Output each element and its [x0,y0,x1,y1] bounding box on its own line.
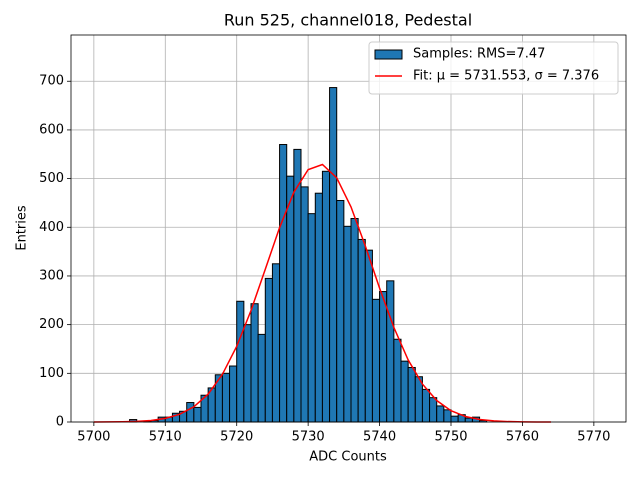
legend-label: Fit: μ = 5731.553, σ = 7.376 [413,69,599,84]
y-tick-label: 100 [39,366,64,381]
bar [229,365,238,423]
bar [371,298,381,423]
bar [386,280,395,423]
bar [264,277,273,423]
legend-label: Samples: RMS=7.47 [413,47,545,62]
bar [307,213,316,423]
bar [336,200,345,423]
bar [279,144,288,423]
ticks: 5700 5710 5720 5730 5740 5750 5760 5770 0 100 200 3… [39,74,610,445]
legend: Samples: RMS=7.47 Fit: μ = 5731.553, σ = … [368,41,619,95]
bar [443,409,452,423]
x-tick-label: 5720 [220,430,253,445]
bar [421,388,431,423]
bar [343,225,352,423]
x-tick-label: 5770 [577,430,610,445]
bar [236,300,245,423]
bar [271,263,281,423]
x-tick-label: 5740 [363,430,396,445]
bar [393,338,402,423]
bar [186,402,195,423]
fit-line [93,163,552,423]
y-tick-label: 400 [39,220,64,235]
legend-box [368,41,619,95]
x-tick-label: 5730 [292,430,325,445]
y-tick-label: 200 [39,317,64,332]
bar [407,366,416,423]
bar [400,360,409,423]
bar [243,324,252,423]
y-tick-label: 0 [56,415,64,430]
y-tick-label: 300 [39,268,64,283]
bar [193,406,202,423]
y-tick-label: 500 [39,171,64,186]
bar [379,291,388,423]
y-tick-label: 600 [39,122,64,137]
bar [321,170,331,423]
bar [250,303,259,423]
bar [350,218,359,423]
axes-frame [70,34,627,423]
x-tick-label: 5760 [506,430,539,445]
bar [329,87,338,423]
bar [257,333,266,423]
y-axis-label: Entries [15,205,30,251]
bar [357,238,366,423]
bar [300,186,309,423]
x-tick-label: 5750 [434,430,467,445]
bar [436,405,445,423]
bar [464,417,473,423]
x-tick-label: 5710 [149,430,182,445]
bar [221,372,231,423]
bar [314,192,323,423]
bar [450,415,459,423]
legend-swatch [374,49,403,60]
x-axis-label: ADC Counts [309,450,387,465]
plot-area [93,87,552,423]
bar [364,249,373,423]
y-tick-label: 700 [39,74,64,89]
bar [429,397,438,423]
bar [286,175,295,423]
x-tick-label: 5700 [77,430,110,445]
chart-title: Run 525, channel018, Pedestal [224,11,472,30]
